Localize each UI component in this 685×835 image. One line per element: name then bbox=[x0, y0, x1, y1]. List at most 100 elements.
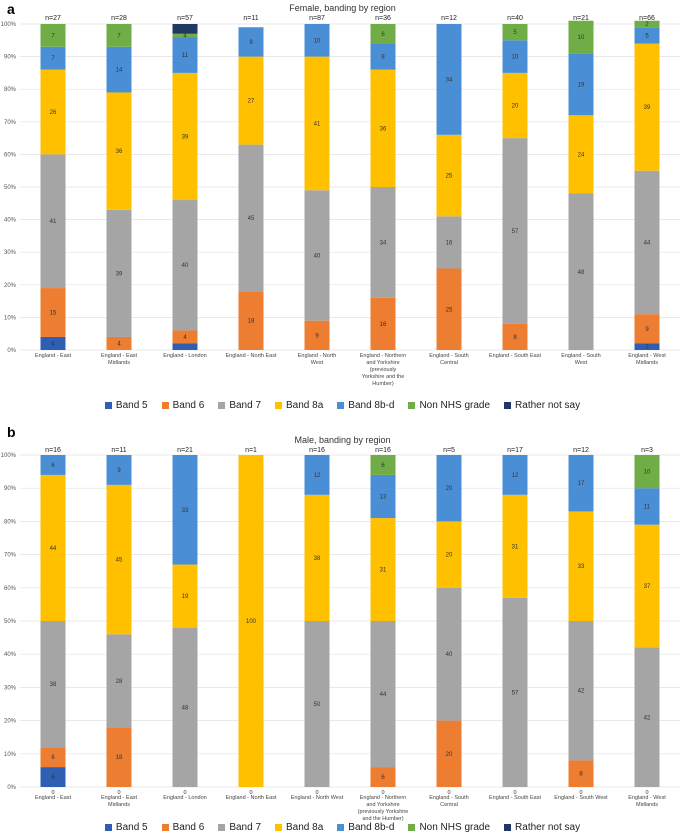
bar-segment-band-7 bbox=[634, 647, 660, 787]
legend-item-band-6: Band 6 bbox=[161, 400, 204, 411]
data-label: 6 bbox=[381, 775, 385, 781]
bar-segment-band-8a bbox=[502, 494, 528, 598]
data-label: 38 bbox=[314, 556, 321, 562]
n-label: n=1 bbox=[245, 447, 257, 454]
bar-segment-band-5 bbox=[172, 343, 198, 350]
n-label: n=11 bbox=[243, 15, 258, 22]
legend-item-band-8a: Band 8a bbox=[275, 400, 323, 411]
legend-label: Rather not say bbox=[515, 822, 581, 833]
y-tick-label: 30% bbox=[4, 250, 17, 256]
zero-label: 0 bbox=[381, 790, 384, 796]
legend-label: Band 7 bbox=[229, 822, 262, 833]
n-label: n=27 bbox=[45, 15, 61, 22]
n-label: n=28 bbox=[111, 15, 127, 22]
bar-segment-band-8a bbox=[370, 518, 396, 621]
bar-segment-non-nhs-grade bbox=[172, 33, 198, 38]
data-label: 17 bbox=[578, 481, 585, 487]
n-label: n=12 bbox=[573, 447, 589, 454]
bar-segment-band-8a bbox=[436, 134, 462, 217]
data-label: 9 bbox=[249, 40, 253, 46]
x-category-label: England - East bbox=[101, 353, 138, 359]
x-category-label: England - South East bbox=[489, 353, 541, 359]
bar-segment-band-6 bbox=[568, 760, 594, 787]
bar-segment-non-nhs-grade bbox=[370, 24, 396, 44]
n-label: n=17 bbox=[507, 447, 523, 454]
legend-swatch bbox=[104, 402, 112, 409]
bar-segment-band-8a bbox=[172, 72, 198, 201]
bar-segment-band-7 bbox=[370, 621, 396, 768]
y-tick-label: 20% bbox=[4, 719, 17, 725]
n-label: n=12 bbox=[441, 15, 457, 22]
x-category-label: West bbox=[311, 360, 324, 366]
data-label: 10 bbox=[644, 470, 651, 476]
male-banding-chart: 0% 10% 20% 30% 40% 50% 60% 70% 80% 90% 100% 6 6 38 44 6… bbox=[1, 447, 680, 822]
zero-label: 0 bbox=[249, 790, 252, 796]
bar-segment-band-8a bbox=[106, 92, 132, 210]
x-category-label: England - London bbox=[163, 353, 206, 359]
x-category-label: England - South bbox=[561, 353, 600, 359]
legend-swatch bbox=[161, 824, 169, 831]
data-label: 13 bbox=[380, 495, 387, 501]
data-label: 18 bbox=[248, 319, 255, 325]
y-tick-label: 60% bbox=[4, 152, 17, 158]
bar-segment-band-6 bbox=[436, 268, 462, 350]
n-label: n=40 bbox=[507, 15, 523, 22]
data-label: 6 bbox=[51, 775, 55, 781]
bar-segment-non-nhs-grade bbox=[568, 20, 594, 54]
bar-segment-band-6 bbox=[238, 291, 264, 350]
data-label: 25 bbox=[446, 307, 453, 313]
y-tick-label: 70% bbox=[4, 553, 17, 559]
data-label: 31 bbox=[380, 568, 387, 574]
data-label: 39 bbox=[116, 271, 123, 277]
female-chart-legend: Band 5 Band 6 Band 7 Band 8a Band 8b-d Non NH… bbox=[0, 400, 685, 411]
legend-swatch bbox=[161, 402, 169, 409]
data-label: 39 bbox=[644, 105, 651, 111]
data-label: 4 bbox=[51, 341, 55, 347]
data-label: 10 bbox=[512, 55, 519, 61]
bar-segment-band-8b-d bbox=[370, 474, 396, 519]
bar-segment-band-6 bbox=[304, 320, 330, 350]
data-label: 45 bbox=[116, 558, 123, 564]
x-category-label: England - West bbox=[628, 353, 666, 359]
legend-swatch bbox=[504, 824, 512, 831]
x-category-label: England - East bbox=[35, 795, 72, 801]
data-label: 8 bbox=[513, 335, 517, 341]
bar-segment-band-7 bbox=[370, 187, 396, 298]
bar-segment-band-8a bbox=[634, 43, 660, 171]
legend-label: Band 8b-d bbox=[348, 400, 395, 411]
bar-segment-non-nhs-grade bbox=[502, 24, 528, 41]
n-label: n=57 bbox=[177, 15, 193, 22]
legend-item-band-8b-d: Band 8b-d bbox=[337, 822, 394, 833]
data-label: 16 bbox=[446, 240, 453, 246]
bar-segment-band-7 bbox=[436, 216, 462, 269]
legend-item-band-5: Band 5 bbox=[104, 400, 148, 411]
bar-segment-band-8a bbox=[106, 484, 132, 635]
data-label: 10 bbox=[578, 35, 585, 41]
bar-segment-band-6 bbox=[172, 330, 198, 344]
bar-segment-band-7 bbox=[502, 597, 528, 787]
n-label: n=5 bbox=[443, 447, 455, 454]
bar-segment-non-nhs-grade bbox=[634, 20, 660, 28]
n-label: n=11 bbox=[111, 447, 126, 454]
data-label: 11 bbox=[182, 53, 189, 59]
data-label: 11 bbox=[644, 504, 651, 510]
x-category-label: England - London bbox=[163, 795, 206, 801]
legend-label: Band 6 bbox=[172, 822, 205, 833]
data-label: 8 bbox=[579, 772, 583, 778]
bar-segment-band-6 bbox=[40, 747, 66, 768]
data-label: 25 bbox=[446, 174, 453, 180]
bar-segment-band-5 bbox=[634, 343, 660, 350]
data-label: 7 bbox=[117, 33, 121, 39]
data-label: 45 bbox=[248, 216, 255, 222]
legend-item-non-nhs-grade: Non NHS grade bbox=[408, 400, 490, 411]
data-label: 4 bbox=[183, 335, 187, 341]
legend-swatch bbox=[275, 402, 283, 409]
bar-segment-band-6 bbox=[370, 297, 396, 350]
y-tick-label: 90% bbox=[4, 55, 17, 61]
y-tick-label: 0% bbox=[7, 348, 16, 354]
x-category-label: Midlands bbox=[636, 802, 658, 808]
x-category-label: England - West bbox=[628, 795, 666, 801]
bar-segment-band-6 bbox=[634, 314, 660, 344]
zero-label: 0 bbox=[579, 790, 582, 796]
y-tick-label: 70% bbox=[4, 120, 17, 126]
